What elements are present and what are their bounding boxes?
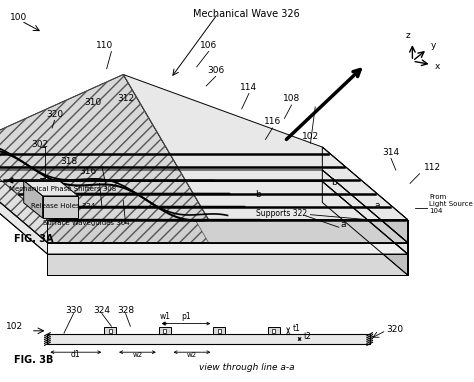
Bar bbox=[213, 327, 225, 334]
Text: 320: 320 bbox=[46, 110, 63, 118]
Text: w1: w1 bbox=[159, 312, 170, 320]
Text: z: z bbox=[405, 31, 410, 40]
Text: 312: 312 bbox=[117, 94, 134, 103]
Text: 108: 108 bbox=[283, 94, 300, 103]
Text: Release Holes 324: Release Holes 324 bbox=[31, 203, 95, 209]
Text: t2: t2 bbox=[304, 332, 312, 341]
Text: w2: w2 bbox=[132, 352, 143, 358]
Polygon shape bbox=[123, 74, 408, 220]
Polygon shape bbox=[322, 170, 408, 254]
Text: 100: 100 bbox=[9, 13, 27, 23]
Polygon shape bbox=[43, 196, 78, 218]
Text: 330: 330 bbox=[65, 306, 82, 315]
Text: Mechanical Wave 326: Mechanical Wave 326 bbox=[193, 9, 300, 19]
Text: FIG. 3A: FIG. 3A bbox=[14, 234, 54, 244]
Bar bbox=[47, 334, 370, 344]
Text: view through line a-a: view through line a-a bbox=[199, 363, 294, 372]
Text: FIG. 3B: FIG. 3B bbox=[14, 355, 54, 365]
Text: 102: 102 bbox=[302, 133, 319, 141]
Bar bbox=[272, 329, 275, 332]
Text: a: a bbox=[341, 220, 346, 229]
Text: 302: 302 bbox=[32, 140, 49, 149]
Text: From
Light Source
104: From Light Source 104 bbox=[429, 194, 473, 214]
Bar bbox=[218, 329, 221, 332]
Bar bbox=[104, 327, 116, 334]
Text: 328: 328 bbox=[117, 306, 134, 315]
Polygon shape bbox=[47, 220, 408, 243]
Polygon shape bbox=[0, 97, 209, 243]
Text: 116: 116 bbox=[264, 117, 281, 126]
Text: 324: 324 bbox=[93, 306, 110, 315]
Text: 318: 318 bbox=[60, 157, 77, 166]
Polygon shape bbox=[0, 74, 209, 220]
Text: 112: 112 bbox=[424, 163, 441, 172]
Bar bbox=[109, 329, 112, 332]
Text: 102: 102 bbox=[6, 322, 23, 330]
Text: 106: 106 bbox=[200, 41, 217, 50]
Polygon shape bbox=[47, 254, 408, 275]
Polygon shape bbox=[0, 181, 408, 254]
Text: 306: 306 bbox=[207, 66, 224, 74]
Text: 314: 314 bbox=[383, 148, 400, 157]
Text: 320: 320 bbox=[386, 325, 403, 334]
Polygon shape bbox=[322, 147, 408, 243]
Bar bbox=[163, 329, 166, 332]
Polygon shape bbox=[24, 181, 78, 196]
Polygon shape bbox=[47, 243, 408, 254]
Text: t1: t1 bbox=[292, 324, 301, 333]
Text: a: a bbox=[374, 201, 380, 210]
Text: x: x bbox=[435, 62, 440, 71]
Text: 110: 110 bbox=[96, 41, 113, 50]
Bar bbox=[159, 327, 171, 334]
Text: d1: d1 bbox=[71, 350, 81, 359]
Text: Supports 322: Supports 322 bbox=[256, 209, 308, 218]
Text: b: b bbox=[255, 190, 261, 199]
Text: 310: 310 bbox=[84, 98, 101, 107]
Text: b: b bbox=[331, 178, 337, 187]
Text: y: y bbox=[430, 42, 436, 50]
Polygon shape bbox=[322, 181, 408, 275]
Polygon shape bbox=[24, 181, 43, 218]
Text: Mechanical Phase Shifters 308: Mechanical Phase Shifters 308 bbox=[9, 186, 117, 192]
Bar bbox=[268, 327, 280, 334]
Polygon shape bbox=[0, 170, 408, 243]
Text: p1: p1 bbox=[181, 312, 191, 320]
Text: 114: 114 bbox=[240, 83, 257, 92]
Text: 316: 316 bbox=[79, 167, 96, 176]
Text: w2: w2 bbox=[187, 352, 197, 358]
Text: Surface Waveguides 304: Surface Waveguides 304 bbox=[43, 220, 129, 227]
Polygon shape bbox=[123, 97, 408, 243]
